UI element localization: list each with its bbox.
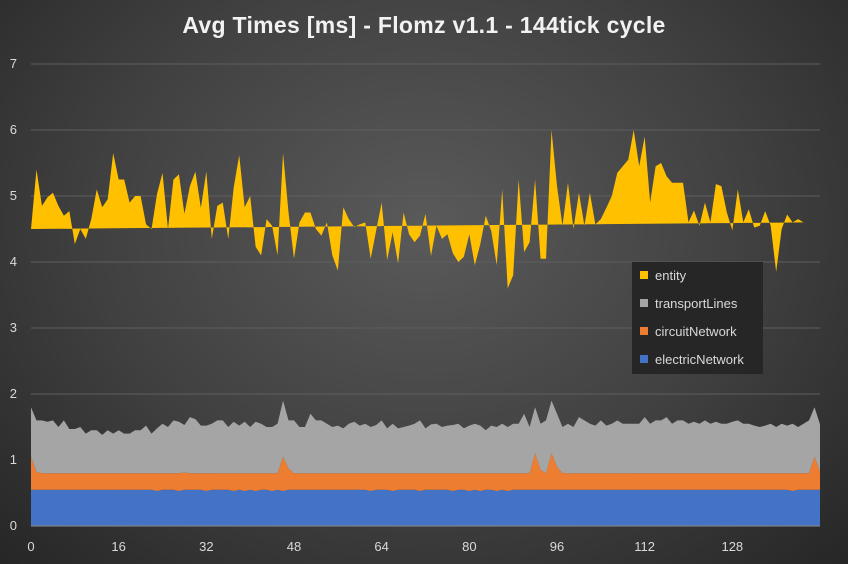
y-tick-label: 6 [10, 122, 17, 137]
legend-swatch-electricnetwork [640, 355, 648, 363]
x-tick-label: 112 [634, 539, 655, 554]
legend-label-electricnetwork: electricNetwork [655, 351, 744, 367]
legend-item-circuitnetwork: circuitNetwork [640, 321, 737, 341]
y-tick-label: 7 [10, 56, 17, 71]
x-tick-label: 16 [111, 539, 125, 554]
legend-item-transportlines: transportLines [640, 293, 737, 313]
area-entity [31, 130, 804, 289]
y-tick-label: 2 [10, 386, 17, 401]
legend-item-electricnetwork: electricNetwork [640, 349, 744, 369]
x-tick-label: 0 [27, 539, 34, 554]
y-tick-label: 1 [10, 452, 17, 467]
area-transportlines [31, 400, 820, 474]
legend-swatch-circuitnetwork [640, 327, 648, 335]
x-tick-label: 128 [721, 539, 743, 554]
chart-title: Avg Times [ms] - Flomz v1.1 - 144tick cy… [182, 12, 666, 38]
x-tick-label: 64 [374, 539, 388, 554]
legend-swatch-transportlines [640, 299, 648, 307]
legend-swatch-entity [640, 271, 648, 279]
y-tick-label: 3 [10, 320, 17, 335]
legend-label-circuitnetwork: circuitNetwork [655, 323, 737, 339]
y-tick-label: 5 [10, 188, 17, 203]
legend: entity transportLines circuitNetwork ele… [632, 262, 763, 374]
area-circuitnetwork [31, 453, 820, 492]
x-tick-label: 80 [462, 539, 476, 554]
area-electricnetwork [31, 489, 820, 526]
legend-label-entity: entity [655, 267, 687, 283]
x-tick-label: 96 [550, 539, 564, 554]
y-tick-label: 0 [10, 518, 17, 533]
x-tick-label: 32 [199, 539, 213, 554]
legend-label-transportlines: transportLines [655, 295, 738, 311]
legend-item-entity: entity [640, 265, 686, 285]
y-tick-label: 4 [10, 254, 17, 269]
x-tick-label: 48 [287, 539, 301, 554]
